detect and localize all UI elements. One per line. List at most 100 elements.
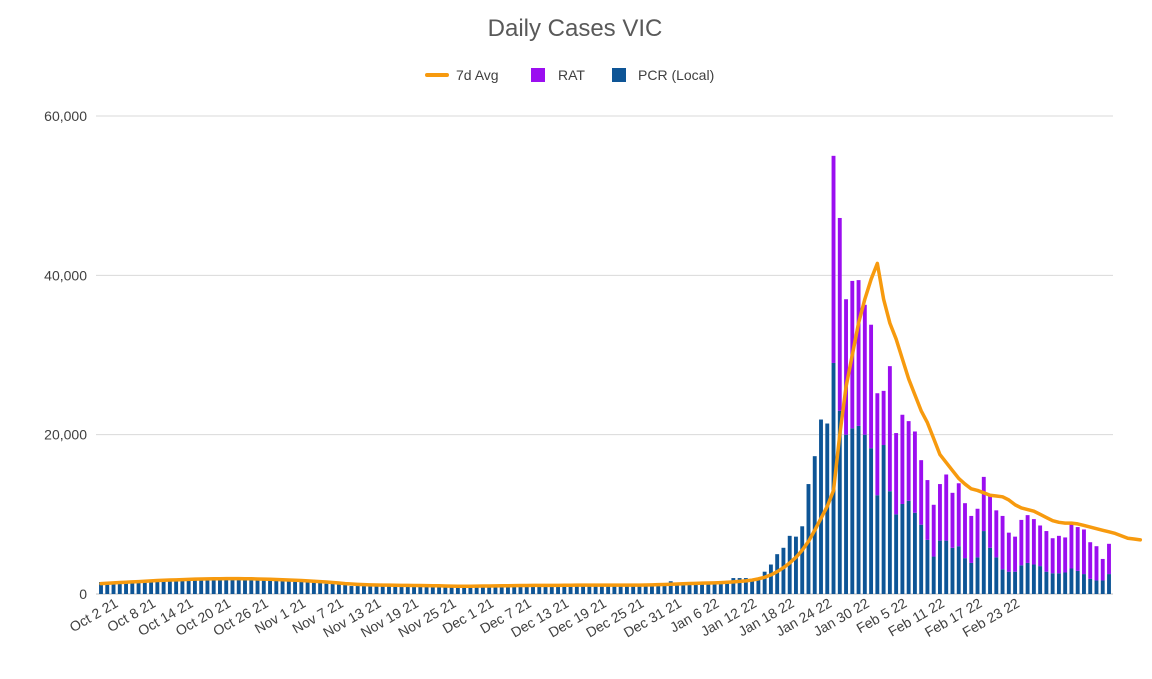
bar-pcr: [581, 585, 586, 594]
bar-pcr: [956, 546, 961, 594]
bar-rat: [919, 460, 924, 525]
bar-rat: [912, 431, 917, 513]
bar-pcr: [844, 434, 848, 594]
bar-pcr: [393, 586, 398, 594]
bar-pcr: [912, 512, 917, 594]
bar-pcr: [211, 578, 216, 594]
bar-pcr: [1063, 572, 1068, 594]
bar-pcr: [499, 586, 504, 594]
bar-pcr: [768, 564, 773, 594]
bar-pcr: [650, 584, 654, 594]
bar-pcr: [1025, 562, 1030, 594]
bar-pcr: [781, 547, 786, 594]
bar-rat: [931, 504, 936, 557]
bar-rat: [988, 495, 992, 548]
bar-pcr: [599, 585, 604, 594]
bar-pcr: [268, 580, 272, 594]
bar-rat: [844, 299, 848, 435]
bar-pcr: [706, 583, 711, 594]
bar-pcr: [562, 585, 567, 594]
bar-pcr: [612, 586, 617, 594]
bar-pcr: [675, 582, 679, 594]
bar-pcr: [236, 578, 241, 594]
bar-rat: [862, 304, 867, 435]
bar-pcr: [712, 582, 717, 594]
bar-rat: [981, 476, 986, 532]
bar-pcr: [850, 428, 855, 594]
bar-rat: [1088, 542, 1093, 579]
bar-rat: [1031, 519, 1036, 565]
bar-rat: [1044, 531, 1049, 572]
bar-pcr: [631, 586, 636, 594]
bar-pcr: [1107, 574, 1111, 594]
bar-pcr: [687, 582, 692, 594]
bar-pcr: [443, 586, 448, 594]
bar-pcr: [349, 586, 354, 594]
bar-pcr: [218, 579, 222, 594]
bar-rat: [1050, 538, 1055, 574]
bar-rat: [881, 390, 886, 446]
bar-pcr: [249, 578, 254, 594]
bar-pcr: [643, 585, 648, 594]
bar-pcr: [1100, 580, 1105, 594]
bar-pcr: [136, 582, 141, 594]
bar-rat: [875, 393, 880, 496]
bar-pcr: [1050, 573, 1055, 594]
bar-pcr: [399, 586, 404, 594]
bar-rat: [963, 503, 967, 559]
bar-pcr: [355, 586, 360, 594]
bar-pcr: [624, 585, 629, 594]
bar-pcr: [161, 579, 166, 594]
bar-pcr: [549, 585, 554, 594]
bar-pcr: [981, 531, 986, 594]
y-tick-label: 60,000: [44, 108, 87, 124]
bars: [99, 155, 1111, 594]
line-7d-avg: [99, 261, 1143, 589]
bar-pcr: [994, 557, 999, 594]
bar-rat: [1006, 532, 1011, 572]
bar-pcr: [462, 587, 467, 594]
bar-rat: [869, 324, 874, 449]
y-axis-ticks: 0 20,000 40,000 60,000: [44, 108, 87, 602]
bar-rat: [1038, 525, 1043, 567]
bar-pcr: [468, 586, 473, 594]
bar-pcr: [969, 562, 974, 594]
bar-pcr: [1075, 570, 1080, 594]
bar-pcr: [681, 583, 686, 594]
bar-pcr: [762, 571, 767, 594]
bar-pcr: [117, 582, 122, 594]
bar-pcr: [1038, 566, 1043, 594]
bar-rat: [1025, 515, 1030, 563]
bar-pcr: [493, 586, 498, 594]
bar-rat: [956, 483, 961, 547]
bar-pcr: [512, 586, 517, 594]
bar-pcr: [449, 586, 454, 594]
bar-pcr: [374, 586, 379, 594]
bar-pcr: [938, 540, 942, 594]
bar-pcr: [205, 578, 210, 594]
bar-rat: [906, 421, 911, 501]
bar-pcr: [693, 582, 698, 594]
bar-rat: [994, 510, 999, 558]
bar-pcr: [343, 584, 348, 594]
bar-pcr: [455, 586, 460, 594]
bar-pcr: [418, 585, 423, 594]
bar-pcr: [192, 578, 197, 594]
bar-pcr: [230, 578, 235, 594]
bar-pcr: [737, 578, 742, 594]
bar-rat: [1063, 537, 1068, 573]
bar-pcr: [556, 586, 560, 594]
legend-swatch-rat: [531, 68, 545, 82]
bar-rat: [1094, 546, 1099, 581]
bar-rat: [1100, 558, 1105, 581]
bar-pcr: [243, 578, 247, 594]
bar-pcr: [1019, 565, 1024, 594]
legend-item-rat: RAT: [531, 67, 585, 83]
bar-pcr: [1000, 569, 1005, 594]
bar-pcr: [543, 585, 548, 594]
bar-rat: [969, 515, 974, 563]
bar-pcr: [424, 586, 429, 594]
bar-rat: [1019, 519, 1024, 566]
legend-item-pcr-local: PCR (Local): [612, 67, 714, 83]
